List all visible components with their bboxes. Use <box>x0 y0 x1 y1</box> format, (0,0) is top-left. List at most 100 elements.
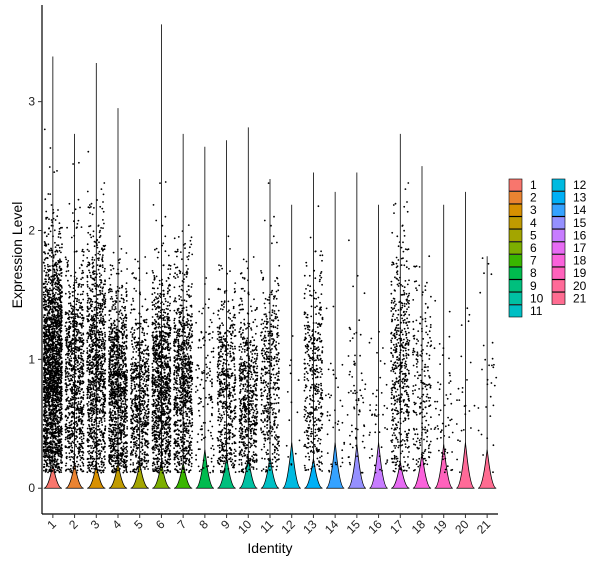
data-point <box>93 418 96 421</box>
data-point <box>104 339 107 342</box>
data-point <box>53 375 56 378</box>
data-point <box>80 396 83 398</box>
data-point <box>46 424 49 426</box>
data-point <box>52 208 54 211</box>
data-point <box>75 227 78 229</box>
data-point <box>60 285 63 288</box>
data-point <box>120 458 122 461</box>
data-point <box>76 334 78 336</box>
data-point <box>100 330 103 333</box>
data-point <box>68 421 71 424</box>
data-point <box>108 419 111 422</box>
data-point <box>57 467 59 470</box>
data-point <box>50 433 53 436</box>
data-point <box>57 293 59 296</box>
data-point <box>67 434 69 437</box>
data-point <box>56 346 59 349</box>
data-point <box>52 332 54 335</box>
data-point <box>79 403 82 406</box>
data-point <box>72 284 75 287</box>
data-point <box>54 338 57 341</box>
data-point <box>46 400 49 403</box>
data-point <box>54 438 57 440</box>
data-point <box>43 286 45 289</box>
data-point <box>55 261 57 264</box>
data-point <box>77 452 80 455</box>
data-point <box>87 405 89 407</box>
data-point <box>94 306 97 309</box>
data-point <box>58 365 61 368</box>
data-point <box>79 293 82 296</box>
data-point <box>99 399 102 401</box>
data-point <box>87 411 89 414</box>
data-point <box>44 369 46 372</box>
data-point <box>99 404 102 407</box>
data-point <box>79 322 81 325</box>
data-point <box>47 404 49 407</box>
data-point <box>47 455 50 458</box>
data-point <box>68 426 71 429</box>
data-point <box>96 257 99 260</box>
data-point <box>82 359 84 362</box>
data-point <box>103 248 106 251</box>
data-point <box>48 218 50 221</box>
data-point <box>52 256 55 259</box>
data-point <box>71 386 73 389</box>
data-point <box>49 466 52 469</box>
data-point <box>86 439 89 442</box>
data-point <box>97 259 100 261</box>
data-point <box>59 259 61 262</box>
data-point <box>117 259 120 261</box>
data-point <box>58 432 61 435</box>
data-point <box>77 403 80 405</box>
data-point <box>124 401 127 403</box>
data-point <box>93 443 96 445</box>
data-point <box>99 302 102 305</box>
data-point <box>48 401 50 404</box>
data-point <box>49 427 52 430</box>
data-point <box>53 296 56 298</box>
data-point <box>88 408 91 411</box>
data-point <box>48 378 51 381</box>
data-point <box>46 356 49 359</box>
data-point <box>45 378 47 381</box>
data-point <box>60 346 63 349</box>
data-point <box>81 309 83 311</box>
data-point <box>60 461 62 464</box>
data-point <box>97 306 99 309</box>
data-point <box>55 363 58 366</box>
data-point <box>56 368 59 370</box>
data-point <box>54 446 57 449</box>
data-point <box>55 376 58 379</box>
data-point <box>74 208 77 211</box>
data-point <box>91 445 93 447</box>
data-point <box>50 464 52 467</box>
data-point <box>57 353 60 356</box>
data-point <box>48 392 51 394</box>
data-point <box>124 309 126 312</box>
data-point <box>49 443 52 446</box>
data-point <box>98 336 101 339</box>
data-point <box>82 319 84 322</box>
data-point <box>43 371 46 374</box>
data-point <box>54 320 57 323</box>
data-point <box>102 244 105 247</box>
data-point <box>45 335 48 337</box>
data-point <box>100 349 103 352</box>
data-point <box>48 337 51 340</box>
data-point <box>48 432 51 435</box>
data-point <box>116 325 118 328</box>
data-point <box>52 352 55 355</box>
data-point <box>60 385 62 388</box>
data-point <box>45 468 48 471</box>
data-point <box>108 326 110 329</box>
data-point <box>46 263 49 266</box>
data-point <box>43 352 46 354</box>
data-point <box>117 272 120 275</box>
data-point <box>113 435 116 438</box>
data-point <box>121 453 124 456</box>
data-point <box>54 414 57 416</box>
data-point <box>88 450 91 452</box>
data-point <box>73 463 76 466</box>
data-point <box>119 399 122 402</box>
